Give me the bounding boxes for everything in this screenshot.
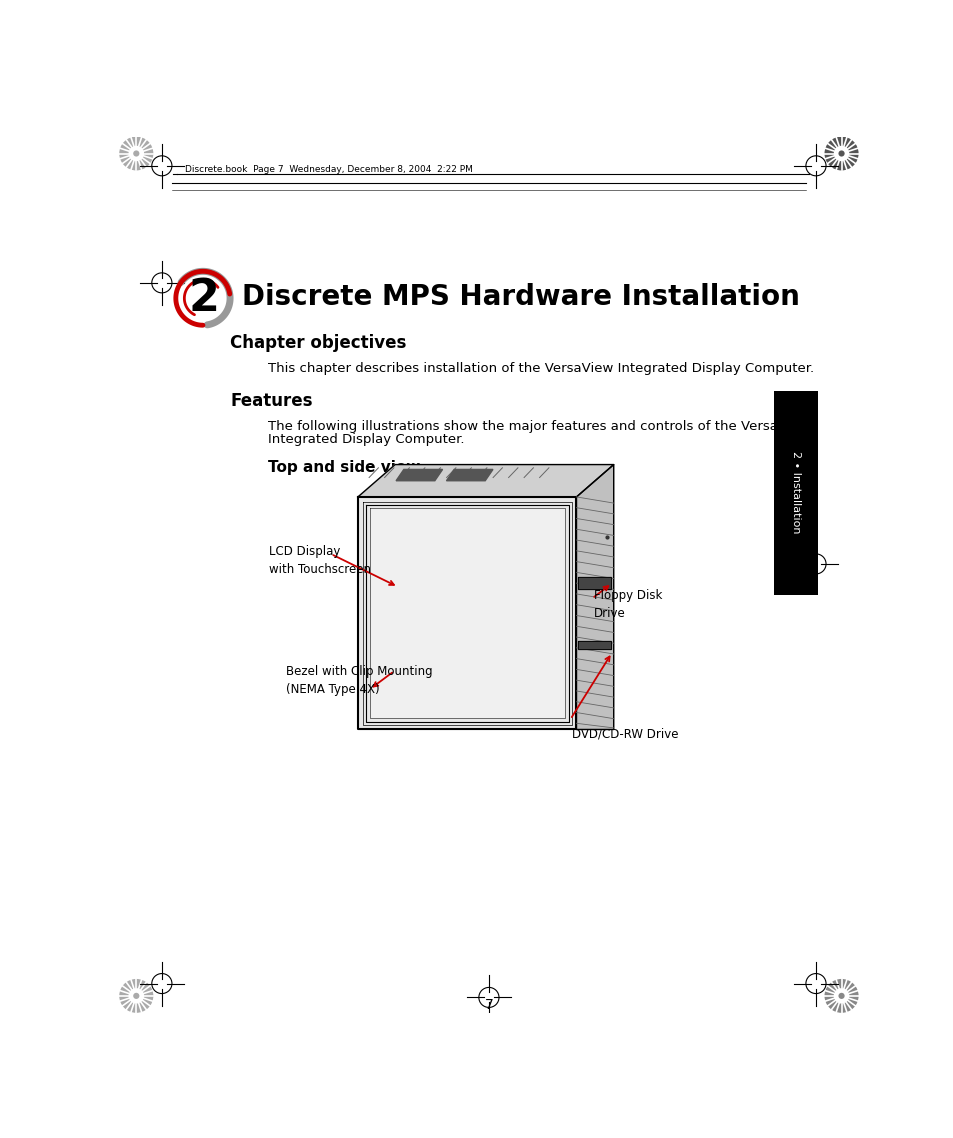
Text: LCD Display
with Touchscreen: LCD Display with Touchscreen <box>269 545 371 576</box>
Polygon shape <box>357 464 613 497</box>
Text: The following illustrations show the major features and controls of the VersaVie: The following illustrations show the maj… <box>268 420 809 432</box>
Text: 2: 2 <box>189 277 220 320</box>
Polygon shape <box>446 470 493 480</box>
Circle shape <box>833 146 848 162</box>
Text: Discrete MPS Hardware Installation: Discrete MPS Hardware Installation <box>241 282 799 311</box>
Circle shape <box>833 988 848 1004</box>
Text: 2 • Installation: 2 • Installation <box>790 452 801 534</box>
Polygon shape <box>369 509 564 718</box>
Circle shape <box>129 146 144 162</box>
Text: 7: 7 <box>484 998 493 1012</box>
Circle shape <box>823 979 858 1013</box>
Text: Top and side view: Top and side view <box>268 460 420 476</box>
Text: Integrated Display Computer.: Integrated Display Computer. <box>268 432 464 446</box>
Circle shape <box>119 137 153 171</box>
Circle shape <box>823 137 858 171</box>
Polygon shape <box>578 641 610 649</box>
Circle shape <box>129 988 144 1004</box>
Polygon shape <box>578 577 610 589</box>
Text: Floppy Disk
Drive: Floppy Disk Drive <box>593 589 661 620</box>
Polygon shape <box>395 470 442 480</box>
Circle shape <box>119 979 153 1013</box>
Text: Chapter objectives: Chapter objectives <box>230 333 406 352</box>
Bar <box>773 390 818 595</box>
Text: Discrete.book  Page 7  Wednesday, December 8, 2004  2:22 PM: Discrete.book Page 7 Wednesday, December… <box>185 165 473 174</box>
Circle shape <box>133 150 139 157</box>
Text: Features: Features <box>230 393 313 411</box>
Text: This chapter describes installation of the VersaView Integrated Display Computer: This chapter describes installation of t… <box>268 362 813 374</box>
Text: DVD/CD-RW Drive: DVD/CD-RW Drive <box>571 727 678 740</box>
Polygon shape <box>576 464 613 729</box>
Circle shape <box>838 992 843 999</box>
Circle shape <box>133 992 139 999</box>
Polygon shape <box>357 497 576 729</box>
Circle shape <box>838 150 843 157</box>
Text: Bezel with Clip Mounting
(NEMA Type 4X): Bezel with Clip Mounting (NEMA Type 4X) <box>286 665 432 695</box>
